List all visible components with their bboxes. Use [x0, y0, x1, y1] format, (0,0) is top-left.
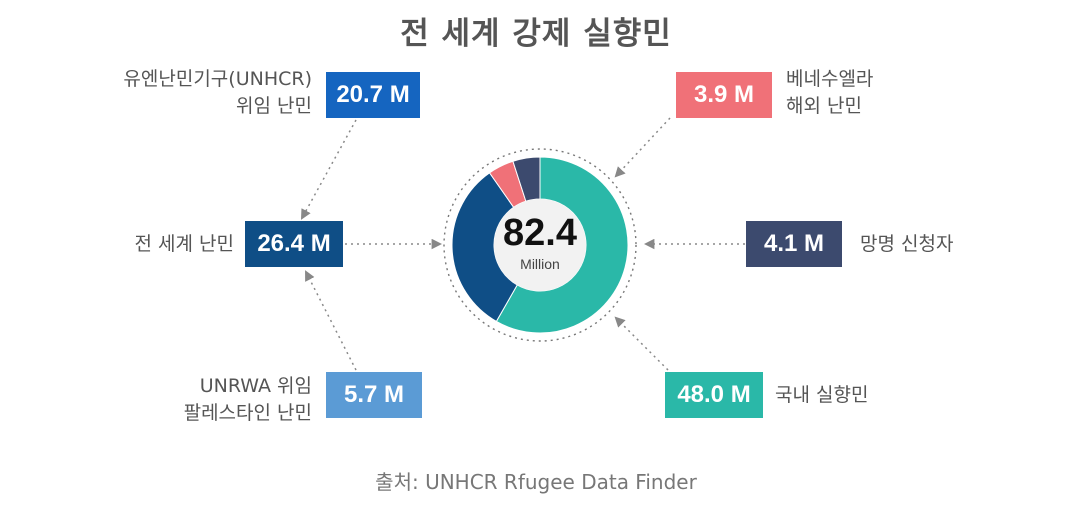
arrow-unrwa-to-world — [305, 270, 357, 371]
unrwa-label: UNRWA 위임 팔레스타인 난민 — [183, 375, 312, 424]
idp-value-box: 48.0 M — [665, 372, 763, 418]
venezuela-value-box: 3.9 M — [676, 72, 772, 118]
donut-outer-ring — [443, 148, 637, 342]
arrow-venezuela-to-donut — [614, 117, 671, 178]
asylum-label: 망명 신청자 — [860, 233, 954, 255]
donut-center — [494, 199, 586, 291]
source-note: 출처: UNHCR Rfugee Data Finder — [375, 470, 697, 494]
donut-chart — [443, 148, 637, 342]
chart-title: 전 세계 강제 실향민 — [400, 16, 672, 52]
world-refugees-value-box: 26.4 M — [245, 221, 343, 267]
venezuela-label: 베네수엘라 해외 난민 — [786, 68, 874, 117]
unrwa-value-box: 5.7 M — [326, 372, 422, 418]
arrow-idp-to-donut — [614, 316, 669, 371]
idp-label: 국내 실향민 — [775, 384, 869, 406]
asylum-value-box: 4.1 M — [746, 221, 842, 267]
arrow-unhcr-to-world — [300, 119, 357, 220]
world-refugees-label: 전 세계 난민 — [134, 233, 234, 255]
total-value: 82.4 — [503, 212, 577, 254]
total-unit: Million — [520, 256, 560, 272]
unhcr-label: 유엔난민기구(UNHCR) 위임 난민 — [123, 68, 312, 117]
unhcr-value-box: 20.7 M — [326, 72, 420, 118]
